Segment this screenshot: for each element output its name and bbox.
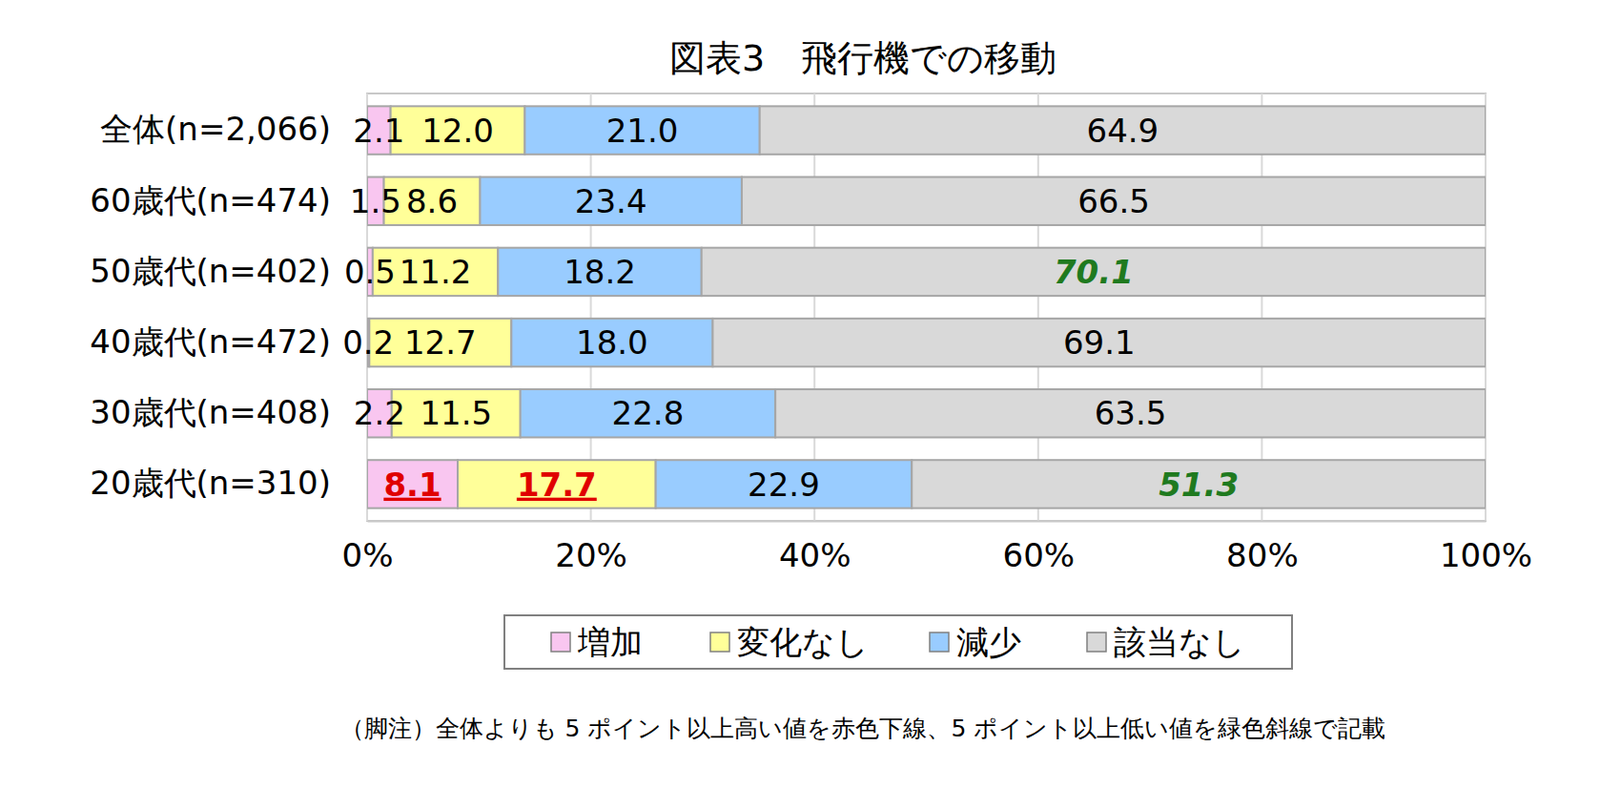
footnote: （脚注）全体よりも 5 ポイント以上高い値を赤色下線、5 ポイント以上低い値を緑… [340,714,1387,742]
category-label: 60歳代(n=474) [89,181,331,220]
bar [497,247,701,296]
data-label: 70.1 [1053,252,1134,291]
data-label: 23.4 [574,182,648,221]
chart: 図表3 飛行機での移動 0% 20% 40% 60% 80% 100% 全体(n=2,066)… [0,0,1600,788]
data-label: 17.7 [516,465,597,504]
x-tick: 40% [779,520,852,575]
x-tick-label: 60% [1003,535,1076,575]
plot-frame [367,93,1486,521]
y-tick: 40歳代(n=472) [89,322,368,361]
grid-line [366,93,369,521]
bar [367,459,458,508]
category-label: 20歳代(n=310) [89,463,331,502]
bar [457,459,657,508]
data-label: 0.2 [342,323,394,362]
data-labels: 2.1 1.5 0.5 0.2 2.2 8.1 12.0 8.6 11.2 12.7 11.5 17.… [342,111,1239,504]
x-tick-label: 40% [779,535,852,575]
data-label: 2.1 [352,111,405,150]
data-label: 21.0 [606,111,679,150]
data-label: 51.3 [1158,465,1239,504]
legend-label: 増加 [576,622,643,661]
series [479,105,912,508]
legend-swatch [1087,632,1107,652]
y-tick: 20歳代(n=310) [89,463,368,502]
y-tick: 50歳代(n=402) [89,251,368,290]
x-tick: 0% [342,520,394,575]
series [701,105,1486,508]
grid-line [590,93,593,521]
series [367,105,458,508]
bar [656,459,913,508]
bars [367,105,1486,508]
data-label: 22.8 [612,393,685,432]
bar [390,105,526,154]
legend-label: 該当なし [1113,622,1246,661]
bar [524,105,759,154]
data-label: 66.5 [1077,182,1150,221]
y-tick: 30歳代(n=408) [89,392,368,431]
bar [775,389,1486,437]
grid-line [1037,93,1040,521]
x-tick-label: 20% [554,535,628,575]
y-axis-line [367,94,369,522]
legend-label: 減少 [956,622,1022,661]
data-label: 69.1 [1063,323,1136,362]
series [369,105,656,508]
grid-line [1484,93,1487,521]
x-tick: 60% [1003,520,1076,575]
y-tick: 60歳代(n=474) [89,181,368,220]
grid-line [1260,93,1263,521]
x-tick: 80% [1226,520,1299,575]
data-label: 18.2 [563,252,636,291]
data-label: 8.1 [383,465,441,504]
bar [911,459,1486,508]
x-tick-label: 80% [1226,535,1299,575]
bar [520,389,776,437]
data-label: 12.7 [404,323,477,362]
x-tick-label: 0% [342,535,394,575]
y-axis: 全体(n=2,066) 60歳代(n=474) 50歳代(n=402) 40歳代(n=… [89,94,368,522]
category-label: 40歳代(n=472) [89,322,331,361]
category-label: 全体(n=2,066) [100,109,331,148]
bar [479,177,741,226]
data-label: 22.9 [747,465,821,504]
bar [701,247,1486,296]
data-label: 12.0 [421,111,494,150]
bar [759,105,1486,154]
bar [511,318,713,367]
data-label: 63.5 [1094,393,1168,432]
title: 図表3 飛行機での移動 [669,37,1057,80]
legend-frame [504,615,1293,669]
category-label: 50歳代(n=402) [89,251,331,290]
bar [391,389,521,437]
x-axis-line [368,520,1487,523]
x-tick: 100% [1439,520,1533,575]
legend-swatch [929,632,949,652]
grid-line [813,93,816,521]
data-label: 11.5 [419,393,493,432]
x-tick: 20% [554,520,628,575]
legend-swatch [551,632,571,652]
grid [367,93,1486,521]
data-label: 1.5 [349,182,402,221]
legend-label: 変化なし [737,622,869,661]
data-label: 18.0 [575,323,649,362]
x-tick-label: 100% [1439,535,1533,575]
y-tick: 全体(n=2,066) [100,109,368,148]
x-axis: 0% 20% 40% 60% 80% 100% [342,520,1534,575]
category-label: 30歳代(n=408) [89,392,331,431]
data-label: 64.9 [1087,111,1160,150]
bar [712,318,1486,367]
legend: 増加 変化なし 減少 該当なし [504,615,1293,669]
bar [741,177,1486,226]
data-label: 2.2 [353,393,406,432]
legend-swatch [710,632,730,652]
data-label: 8.6 [406,182,458,221]
data-label: 11.2 [399,252,472,291]
data-label: 0.5 [344,252,396,291]
